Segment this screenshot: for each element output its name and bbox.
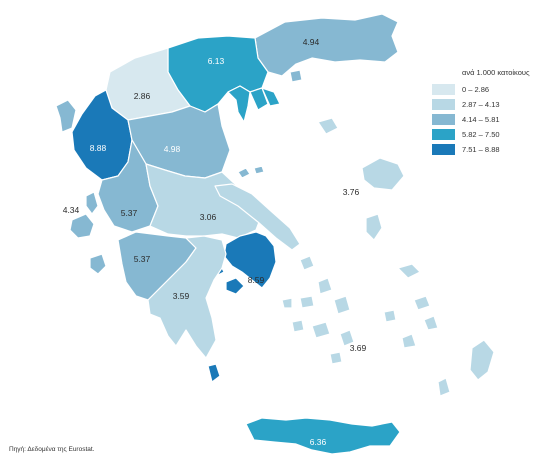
region-north-aegean-samos	[397, 263, 421, 279]
label-thessaly: 4.98	[164, 144, 181, 154]
label-west-macedonia: 2.86	[134, 91, 151, 101]
legend-label: 4.14 – 5.81	[462, 115, 500, 124]
region-peloponnese	[147, 235, 227, 359]
legend-item: 0 – 2.86	[432, 83, 547, 96]
region-chalkidiki	[227, 85, 281, 123]
legend-swatch	[432, 144, 455, 155]
legend-label: 5.82 – 7.50	[462, 130, 500, 139]
label-central-greece: 3.06	[200, 212, 217, 222]
label-attica: 8.59	[248, 275, 265, 285]
label-north-aegean: 3.76	[343, 187, 360, 197]
region-attica	[223, 231, 277, 289]
region-ionian-kefalonia	[69, 213, 95, 239]
region-ionian-corfu	[55, 99, 77, 133]
region-ionian-zakynthos	[89, 253, 107, 275]
legend-swatch	[432, 99, 455, 110]
region-north-aegean-lemnos	[317, 117, 339, 135]
region-sporades	[237, 165, 265, 179]
map-legend: ανά 1.000 κατοίκους 0 – 2.86 2.87 – 4.13…	[432, 68, 547, 158]
region-north-aegean-thasos	[289, 69, 303, 83]
label-east-macedonia-thrace: 4.94	[303, 37, 320, 47]
legend-label: 2.87 – 4.13	[462, 100, 500, 109]
region-kythira	[207, 363, 221, 383]
label-western-greece: 5.37	[121, 208, 138, 218]
region-north-aegean-lesvos	[361, 157, 405, 191]
region-south-aegean-dodecanese	[383, 295, 495, 397]
legend-swatch	[432, 84, 455, 95]
region-south-aegean-cyclades	[281, 255, 355, 365]
region-north-aegean-chios	[365, 213, 383, 241]
legend-label: 7.51 – 8.88	[462, 145, 500, 154]
legend-item: 4.14 – 5.81	[432, 113, 547, 126]
label-peloponnese: 3.59	[173, 291, 190, 301]
label-crete: 6.36	[310, 437, 327, 447]
label-south-aegean: 3.69	[350, 343, 367, 353]
region-crete	[245, 417, 401, 455]
label-peloponnese-north: 5.37	[134, 254, 151, 264]
legend-swatch	[432, 114, 455, 125]
legend-item: 5.82 – 7.50	[432, 128, 547, 141]
region-ionian-lefkada	[85, 191, 99, 215]
legend-label: 0 – 2.86	[462, 85, 490, 94]
label-central-macedonia: 6.13	[208, 56, 225, 66]
legend-swatch	[432, 129, 455, 140]
legend-item: 7.51 – 8.88	[432, 143, 547, 156]
legend-item: 2.87 – 4.13	[432, 98, 547, 111]
label-epirus: 8.88	[90, 143, 107, 153]
label-ionian-islands: 4.34	[63, 205, 80, 215]
region-east-macedonia-thrace	[254, 13, 399, 77]
source-note: Πηγή: Δεδομένα της Eurostat.	[9, 446, 95, 453]
legend-title: ανά 1.000 κατοίκους	[462, 68, 530, 77]
region-evia	[214, 183, 301, 251]
